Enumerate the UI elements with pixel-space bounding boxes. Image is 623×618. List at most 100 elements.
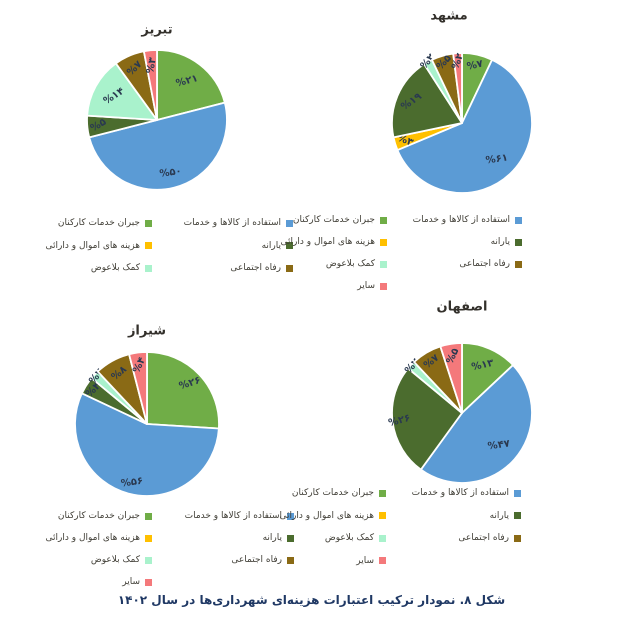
legend-label: کمک بلاعوض	[324, 533, 374, 544]
legend-mashhad-col2: استفاده از کالاها و خدمات یارانه رفاه اجتم…	[413, 209, 522, 275]
pie-slice-isfahan	[461, 342, 514, 414]
legend-label: استفاده از کالاها و خدمات	[412, 215, 510, 225]
pie-title-isfahan: اصفهان	[436, 299, 488, 315]
legend-label: جبران خدمات کارکنان	[292, 215, 375, 225]
legend-label: رفاه اجتماعی	[231, 555, 282, 565]
pie-slice-isfahan	[439, 342, 463, 414]
legend-swatch-mint	[145, 556, 152, 564]
legend-label: رفاه اجتماعی	[459, 259, 510, 269]
legend-label: یارانه	[261, 240, 281, 251]
legend-swatch-yellow	[145, 242, 152, 250]
legend-swatch-mint	[145, 264, 152, 272]
legend-item: استفاده از کالاها و خدمات	[184, 212, 293, 235]
pie-slice-mashhad	[452, 52, 463, 124]
legend-label: جبران خدمات کارکنان	[291, 488, 374, 499]
legend-mashhad-col1: جبران خدمات کارکنان هزینه های اموال و دار…	[281, 209, 387, 297]
legend-label: رفاه اجتماعی	[230, 263, 281, 274]
legend-swatch-gold	[515, 260, 522, 268]
legend-swatch-mint	[379, 534, 386, 542]
legend-item: رفاه اجتماعی	[459, 253, 522, 275]
legend-item: استفاده از کالاها و خدمات	[412, 482, 521, 505]
legend-item: کمک بلاعوض	[326, 253, 387, 275]
legend-label: هزینه های اموال و دارائی	[279, 510, 374, 521]
legend-isfahan-col2: استفاده از کالاها و خدمات یارانه رفاه اجتم…	[412, 482, 521, 550]
legend-swatch-dark_green	[286, 242, 293, 250]
pie-slice-tabriz	[156, 49, 226, 121]
legend-swatch-gold	[287, 556, 294, 564]
legend-label: سایر	[356, 555, 374, 566]
legend-item: یارانه	[262, 235, 293, 258]
pie-slice-label: %۱۳	[471, 358, 495, 373]
legend-label: یارانه	[262, 533, 282, 543]
legend-label: استفاده از کالاها و خدمات	[183, 218, 281, 229]
legend-swatch-yellow	[380, 238, 387, 246]
legend-shiraz-col1: جبران خدمات کارکنان هزینه های اموال و دار…	[46, 505, 152, 593]
legend-swatch-mint	[380, 260, 387, 268]
legend-swatch-blue	[514, 489, 521, 497]
pie-slice-tabriz	[86, 62, 158, 121]
pie-slice-label: %۵۶	[120, 476, 144, 490]
pie-svg-isfahan: %۱۳%۴۷%۲۶%۲ %۷ %۵	[387, 342, 533, 484]
legend-item: جبران خدمات کارکنان	[293, 209, 387, 231]
legend-label: یارانه	[490, 237, 510, 247]
legend-item: یارانه	[263, 527, 294, 549]
legend-item: جبران خدمات کارکنان	[292, 482, 386, 505]
legend-swatch-blue	[286, 219, 293, 227]
legend-item: رفاه اجتماعی	[458, 527, 521, 550]
legend-label: کمک بلاعوض	[90, 263, 140, 274]
legend-item: رفاه اجتماعی	[230, 257, 293, 280]
legend-label: کمک بلاعوض	[325, 259, 375, 269]
pie-svg-mashhad: %۷%۶۱%۳%۱۹%۲%۵%۲	[391, 52, 533, 194]
legend-item: سایر	[357, 275, 387, 297]
legend-swatch-blue	[515, 216, 522, 224]
legend-label: هزینه های اموال و دارائی	[280, 237, 375, 247]
legend-label: کمک بلاعوض	[90, 555, 140, 565]
legend-swatch-red	[145, 578, 152, 586]
pie-slice-label: %۶۱	[485, 153, 509, 167]
legend-item: رفاه اجتماعی	[231, 549, 294, 571]
legend-label: یارانه	[489, 510, 509, 521]
pie-svg-shiraz: %۲۶%۵۶%۴%۲ %۸ %۴	[74, 351, 220, 497]
legend-label: استفاده از کالاها و خدمات	[184, 511, 282, 521]
legend-tabriz-col1: جبران خدمات کارکنان هزینه های اموال و دار…	[46, 212, 152, 280]
legend-label: رفاه اجتماعی	[458, 533, 509, 544]
pie-slice-tabriz	[88, 101, 228, 191]
pie-slice-shiraz	[146, 351, 220, 430]
legend-label: جبران خدمات کارکنان	[57, 218, 140, 229]
pie-slice-tabriz	[142, 49, 158, 121]
legend-label: سایر	[357, 281, 375, 291]
legend-item: استفاده از کالاها و خدمات	[413, 209, 522, 231]
legend-shiraz-col2: استفاده از کالاها و خدمات یارانه رفاه اجتم…	[185, 505, 294, 571]
pie-title-tabriz: تبریز	[141, 22, 173, 38]
legend-item: یارانه	[490, 505, 521, 528]
legend-swatch-red	[379, 557, 386, 565]
legend-label: استفاده از کالاها و خدمات	[411, 488, 509, 499]
legend-swatch-dark_green	[515, 238, 522, 246]
legend-swatch-dark_green	[514, 512, 521, 520]
legend-label: سایر	[122, 577, 140, 587]
legend-item: استفاده از کالاها و خدمات	[185, 505, 294, 527]
legend-tabriz-col2: استفاده از کالاها و خدمات یارانه رفاه اجتم…	[184, 212, 293, 280]
legend-item: کمک بلاعوض	[91, 549, 152, 571]
pie-slice-isfahan	[391, 367, 463, 471]
legend-swatch-gold	[286, 264, 293, 272]
legend-swatch-green	[379, 489, 386, 497]
legend-swatch-yellow	[145, 534, 152, 542]
pie-title-shiraz: شیراز	[127, 323, 167, 339]
legend-swatch-red	[380, 282, 387, 290]
legend-item: هزینه های اموال و دارائی	[46, 527, 152, 549]
legend-label: هزینه های اموال و دارائی	[45, 240, 140, 251]
pie-svg-tabriz: %۲۱%۵۰%۵%۱۴%۷ %۳	[86, 49, 228, 191]
legend-swatch-gold	[514, 534, 521, 542]
pie-slice-shiraz	[74, 392, 220, 497]
legend-label: جبران خدمات کارکنان	[57, 511, 140, 521]
pie-slice-label: %۷	[466, 59, 484, 73]
legend-swatch-green	[145, 219, 152, 227]
legend-item: هزینه های اموال و دارائی	[281, 231, 387, 253]
pie-slice-mashhad	[396, 58, 533, 194]
legend-item: هزینه های اموال و دارائی	[46, 235, 152, 258]
legend-isfahan-col1: جبران خدمات کارکنان هزینه های اموال و دار…	[280, 482, 386, 572]
legend-swatch-blue	[287, 512, 294, 520]
legend-item: هزینه های اموال و دارائی	[280, 505, 386, 528]
